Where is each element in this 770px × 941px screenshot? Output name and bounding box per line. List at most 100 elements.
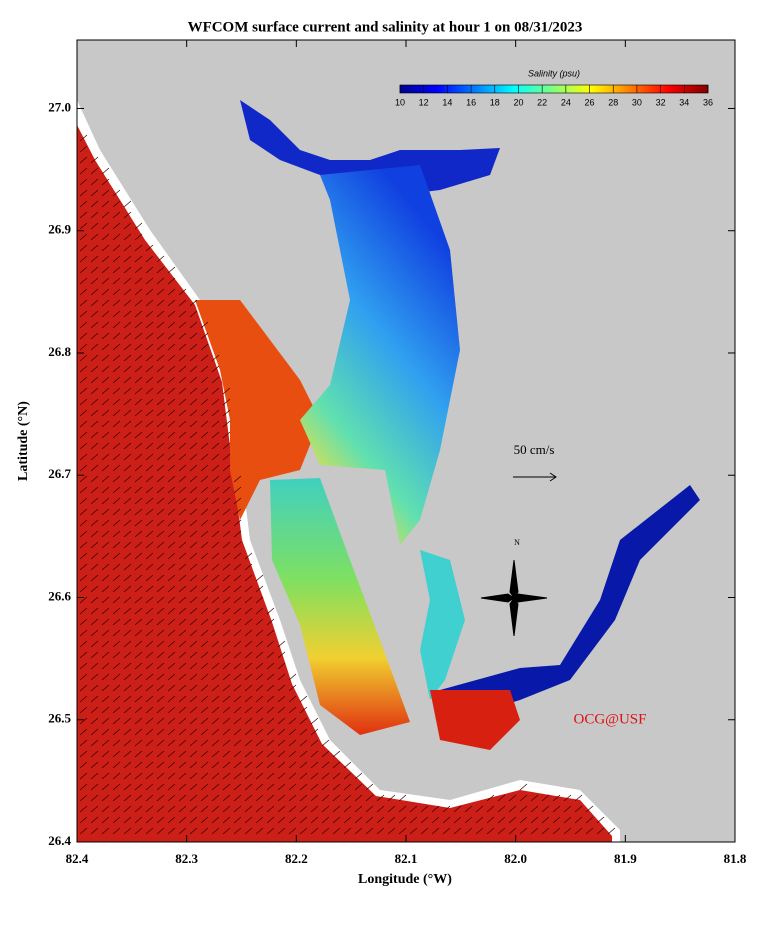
current-vector — [255, 640, 264, 648]
current-vector — [123, 321, 132, 329]
current-vector — [508, 827, 517, 835]
current-vector — [321, 750, 330, 758]
current-vector — [519, 816, 528, 824]
current-vector — [123, 398, 132, 406]
current-vector — [211, 750, 220, 758]
current-vector — [200, 662, 209, 670]
current-vector — [222, 750, 231, 758]
current-vector — [255, 750, 264, 758]
current-vector — [200, 343, 209, 351]
current-vector — [200, 673, 209, 681]
current-vector — [321, 827, 330, 835]
current-vector — [222, 629, 231, 637]
current-vector — [211, 618, 220, 626]
current-vector — [123, 200, 132, 208]
current-vector — [288, 684, 297, 692]
current-vector — [310, 827, 319, 835]
current-vector — [90, 321, 99, 329]
current-vector — [211, 805, 220, 813]
current-vector — [189, 486, 198, 494]
current-vector — [244, 574, 253, 582]
current-vector — [101, 464, 110, 472]
current-vector — [178, 387, 187, 395]
colorbar-tick-label: 32 — [656, 97, 666, 107]
current-vector — [90, 420, 99, 428]
current-vector — [178, 431, 187, 439]
current-vector — [101, 299, 110, 307]
current-vector — [90, 365, 99, 373]
current-vector — [156, 585, 165, 593]
current-vector — [156, 827, 165, 835]
current-vector — [123, 497, 132, 505]
current-vector — [123, 244, 132, 252]
current-vector — [277, 772, 286, 780]
current-vector — [178, 365, 187, 373]
current-vector — [178, 618, 187, 626]
current-vector — [134, 299, 143, 307]
current-vector — [211, 816, 220, 824]
current-vector — [123, 387, 132, 395]
current-vector — [123, 827, 132, 835]
colorbar-tick-label: 20 — [513, 97, 523, 107]
current-vector — [134, 585, 143, 593]
current-vector — [134, 431, 143, 439]
current-vector — [299, 772, 308, 780]
current-vector — [134, 530, 143, 538]
current-vector — [101, 343, 110, 351]
current-vector — [266, 728, 275, 736]
current-vector — [211, 629, 220, 637]
current-vector — [112, 288, 121, 296]
current-vector — [431, 827, 440, 835]
current-vector — [101, 673, 110, 681]
matlacha-channel — [420, 550, 465, 700]
current-vector — [189, 398, 198, 406]
current-vector — [112, 464, 121, 472]
current-vector — [299, 816, 308, 824]
current-vector — [211, 640, 220, 648]
current-vector — [145, 398, 154, 406]
current-vector — [563, 827, 572, 835]
current-vector — [244, 585, 253, 593]
current-vector — [189, 585, 198, 593]
current-vector — [156, 772, 165, 780]
current-vector — [156, 266, 165, 274]
current-vector — [145, 761, 154, 769]
current-vector — [156, 354, 165, 362]
current-vector — [79, 728, 88, 736]
colorbar-tick-label: 30 — [632, 97, 642, 107]
current-vector — [211, 596, 220, 604]
current-vector — [266, 827, 275, 835]
current-vector — [112, 398, 121, 406]
current-vector — [156, 321, 165, 329]
current-vector — [266, 739, 275, 747]
current-vector — [167, 783, 176, 791]
title: WFCOM surface current and salinity at ho… — [188, 19, 583, 35]
current-vector — [145, 255, 154, 263]
current-vector — [233, 805, 242, 813]
current-vector — [310, 794, 319, 802]
current-vector — [475, 827, 484, 835]
current-vector — [266, 618, 275, 626]
current-vector — [167, 398, 176, 406]
current-vector — [101, 211, 110, 219]
current-vector — [145, 728, 154, 736]
current-vector — [222, 651, 231, 659]
current-vector — [200, 387, 209, 395]
current-vector — [79, 134, 88, 142]
current-vector — [343, 816, 352, 824]
current-vector — [277, 761, 286, 769]
current-vector — [167, 574, 176, 582]
current-vector — [123, 530, 132, 538]
current-vector — [156, 552, 165, 560]
current-vector — [266, 783, 275, 791]
current-vector — [178, 409, 187, 417]
current-vector — [101, 167, 110, 175]
current-vector — [123, 376, 132, 384]
current-vector — [310, 816, 319, 824]
current-vector — [222, 409, 231, 417]
current-vector — [90, 277, 99, 285]
current-vector — [90, 167, 99, 175]
current-vector — [178, 574, 187, 582]
current-vector — [112, 739, 121, 747]
current-vector — [211, 772, 220, 780]
